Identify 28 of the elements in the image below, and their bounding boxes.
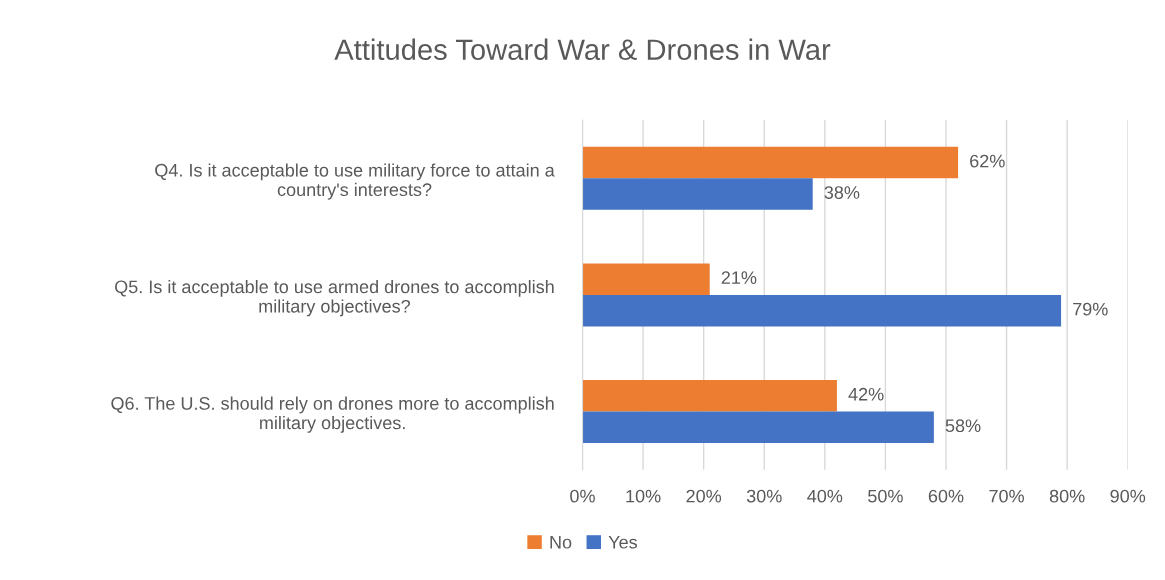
- data-label: 79%: [1073, 302, 1108, 316]
- x-tick-label: 50%: [868, 489, 903, 503]
- bar: [582, 263, 710, 295]
- bar: [582, 294, 1062, 327]
- legend-label: No: [550, 535, 572, 549]
- data-label: 38%: [824, 186, 860, 199]
- bar: [582, 178, 813, 210]
- legend-label: Yes: [608, 535, 638, 549]
- x-tick-label: 70%: [989, 489, 1024, 503]
- x-tick-label: 20%: [686, 489, 722, 503]
- data-label: 42%: [848, 387, 884, 401]
- x-tick-label: 90%: [1110, 489, 1146, 503]
- x-tick-label: 40%: [807, 489, 843, 503]
- bar: [582, 411, 934, 443]
- data-label: 58%: [945, 419, 981, 433]
- chart-title: Attitudes Toward War & Drones in War: [334, 38, 831, 61]
- x-tick-label: 30%: [746, 489, 782, 503]
- y-tick-label: Q4. Is it acceptable to use military force to attain a country's interests?: [155, 163, 555, 200]
- y-tick-label: Q5. Is it acceptable to use armed drones to accomplish military objectives?: [115, 279, 554, 317]
- bar: [582, 380, 837, 412]
- y-tick-label: Q6. The U.S. should rely on drones more to accomplish military objectives.: [111, 396, 554, 433]
- bar: [582, 146, 959, 179]
- data-label: 21%: [721, 271, 757, 284]
- x-tick-label: 0%: [570, 489, 595, 503]
- data-label: 62%: [970, 154, 1005, 168]
- x-tick-label: 80%: [1049, 489, 1085, 503]
- x-tick-label: 10%: [626, 489, 661, 503]
- x-tick-label: 60%: [928, 489, 964, 503]
